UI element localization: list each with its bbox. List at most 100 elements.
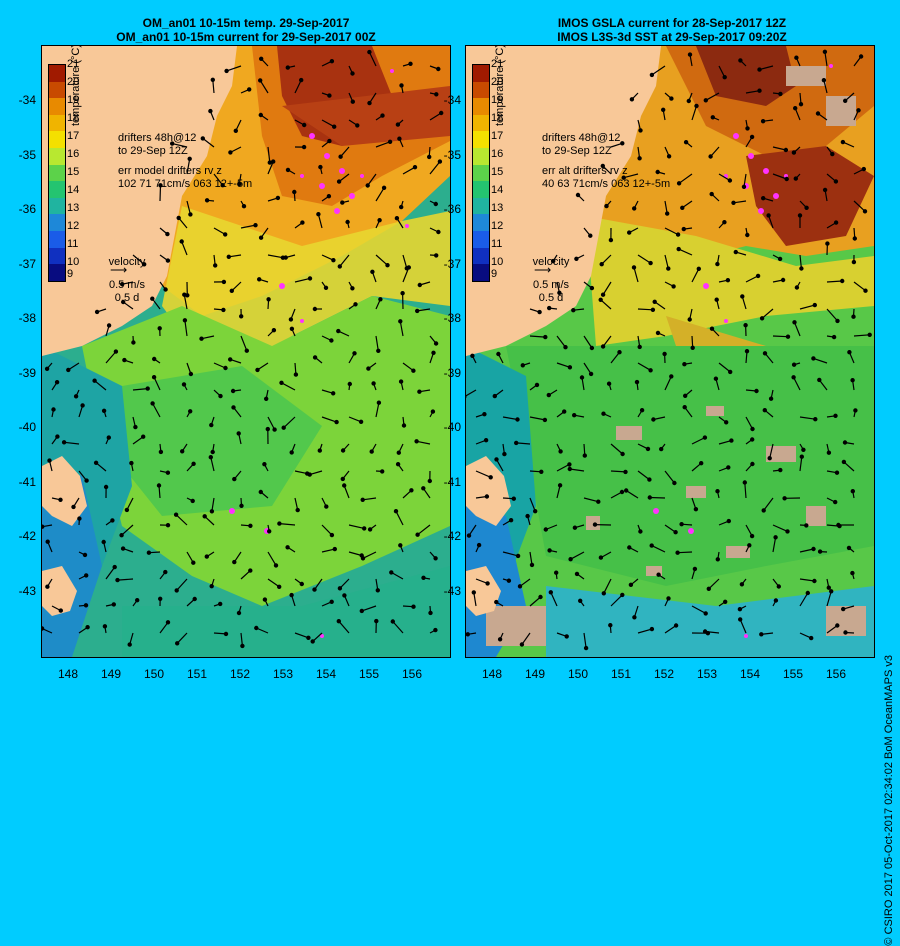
velocity-arrow-head (353, 352, 356, 355)
right-velocity-time: 0.5 d (516, 292, 586, 305)
left-title-line1: OM_an01 10-15m temp. 29-Sep-2017 (36, 16, 456, 30)
velocity-arrow-head (573, 414, 576, 417)
colorbar-swatch (49, 198, 65, 215)
latitude-tick-label: -34 (427, 93, 461, 107)
longitude-tick-label: 155 (354, 667, 384, 681)
velocity-arrow-head (209, 110, 212, 113)
velocity-arrow-head (319, 166, 322, 169)
velocity-arrow-head (230, 289, 233, 292)
velocity-arrow-head (396, 123, 399, 126)
velocity-arrow-head (205, 555, 208, 558)
velocity-arrow-head (835, 221, 838, 224)
velocity-arrow-head (860, 55, 863, 58)
velocity-arrow-head (526, 515, 529, 518)
velocity-arrow-head (697, 267, 700, 270)
velocity-arrow-head (83, 553, 86, 556)
velocity-arrow-head (782, 278, 785, 281)
velocity-arrow-head (852, 315, 855, 318)
velocity-arrow-head (260, 236, 263, 239)
velocity-arrow-head (729, 370, 732, 373)
velocity-arrow-head (841, 141, 844, 144)
velocity-arrow-head (710, 193, 713, 196)
velocity-arrow-head (852, 261, 855, 264)
velocity-arrow-head (192, 462, 195, 465)
velocity-arrow-head (844, 99, 847, 102)
velocity-arrow-head (739, 618, 742, 621)
velocity-arrow-head (816, 112, 819, 115)
colorbar-swatch (473, 131, 489, 148)
velocity-arrow-head (624, 470, 627, 473)
velocity-arrow-head (687, 99, 690, 102)
velocity-arrow-head (827, 586, 830, 589)
colorbar-tick-label: 13 (67, 202, 79, 214)
velocity-arrow-head (377, 349, 380, 352)
velocity-arrow-head (709, 155, 712, 158)
right-colorbar (472, 64, 490, 282)
velocity-arrow-head (59, 609, 62, 612)
velocity-arrow-head (589, 234, 592, 237)
velocity-arrow-head (437, 230, 440, 233)
velocity-arrow-head (609, 239, 612, 242)
velocity-arrow-head (758, 68, 761, 71)
left-velocity-key: velocity ⟶ 0.5 m/s 0.5 d (92, 256, 162, 305)
velocity-arrow-head (677, 248, 680, 251)
velocity-arrow-head (227, 255, 230, 258)
velocity-arrow-head (684, 394, 687, 397)
velocity-arrow-head (493, 395, 496, 398)
velocity-arrow-head (108, 324, 111, 327)
velocity-arrow-head (751, 135, 754, 138)
velocity-arrow-head (786, 335, 789, 338)
velocity-arrow-head (166, 621, 169, 624)
velocity-arrow-head (725, 421, 728, 424)
velocity-arrow-head (670, 375, 673, 378)
velocity-arrow-head (200, 337, 203, 340)
velocity-arrow-head (401, 292, 404, 295)
velocity-arrow-head (67, 368, 70, 371)
left-velocity-scale: 0.5 m/s (92, 279, 162, 292)
velocity-arrow-head (338, 587, 341, 590)
velocity-arrow-head (233, 478, 236, 481)
longitude-tick-label: 152 (649, 667, 679, 681)
velocity-arrow-head (52, 408, 55, 411)
velocity-arrow-head (84, 604, 87, 607)
velocity-arrow-head (805, 524, 808, 527)
colorbar-swatch (473, 264, 489, 281)
velocity-arrow-head (242, 205, 245, 208)
velocity-arrow-head (415, 440, 418, 443)
velocity-arrow-head (330, 60, 333, 63)
velocity-arrow-head (621, 593, 624, 596)
velocity-arrow-head (564, 346, 567, 349)
velocity-arrow-head (191, 499, 194, 502)
velocity-arrow-head (621, 452, 624, 455)
velocity-arrow-head (328, 94, 331, 97)
velocity-arrow-head (113, 566, 116, 569)
velocity-arrow-head (740, 583, 743, 586)
velocity-arrow-head (842, 460, 845, 463)
velocity-arrow-head (211, 450, 214, 453)
velocity-arrow-head (700, 462, 703, 465)
velocity-arrow-head (413, 166, 416, 169)
velocity-arrow-head (758, 89, 761, 92)
velocity-arrow-head (707, 587, 710, 590)
velocity-arrow-head (389, 140, 392, 143)
velocity-arrow-head (767, 214, 770, 217)
velocity-arrow-head (157, 484, 160, 487)
velocity-arrow-head (337, 620, 340, 623)
velocity-arrow-head (662, 108, 665, 111)
velocity-arrow-head (507, 579, 510, 582)
velocity-arrow-head (410, 489, 413, 492)
velocity-arrow-head (85, 479, 88, 482)
velocity-arrow-head (116, 579, 119, 582)
velocity-arrow-head (224, 233, 227, 236)
velocity-arrow-head (834, 501, 837, 504)
right-colorbar-title: temperature (°C) (494, 45, 506, 126)
velocity-arrow-head (46, 540, 49, 543)
velocity-arrow-head (768, 457, 771, 460)
velocity-arrow-head (308, 473, 311, 476)
velocity-arrow-head (680, 523, 683, 526)
velocity-arrow-head (300, 582, 303, 585)
velocity-arrow-head (848, 351, 851, 354)
velocity-arrow-head (512, 497, 515, 500)
